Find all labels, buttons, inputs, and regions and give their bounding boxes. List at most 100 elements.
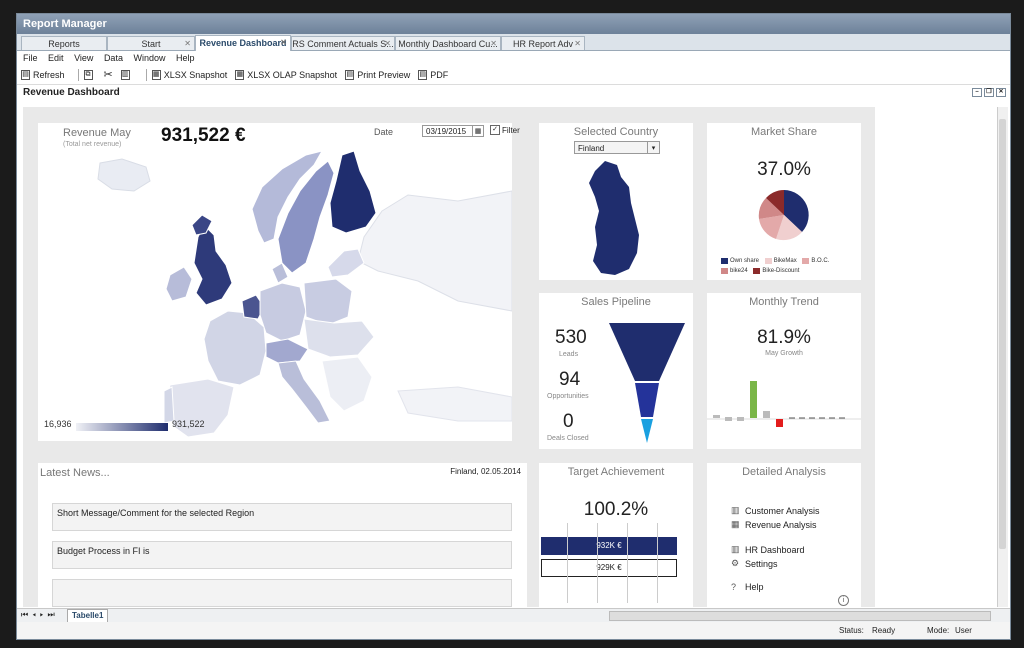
map-region-france[interactable]	[203, 310, 267, 386]
funnel-leads[interactable]	[609, 323, 685, 381]
map-region-poland[interactable]	[303, 278, 353, 326]
close-icon[interactable]: ✕	[996, 88, 1006, 97]
close-icon[interactable]: ✕	[280, 38, 287, 47]
xlsx-snapshot-button[interactable]: ▦ XLSX Snapshot	[151, 70, 228, 80]
pie-slice-own-share[interactable]	[784, 190, 809, 232]
news-item[interactable]: Short Message/Comment for the selected R…	[52, 503, 512, 531]
revenue-panel: Revenue May (Total net revenue) 931,522 …	[38, 123, 520, 441]
date-field[interactable]: 03/19/2015 ▦	[422, 125, 484, 137]
link-customer-analysis[interactable]: ▥ Customer Analysis	[731, 505, 820, 516]
country-map[interactable]	[539, 157, 693, 277]
tab-reports[interactable]: Reports	[21, 36, 107, 50]
mode-label: Mode:	[927, 626, 950, 635]
link-settings[interactable]: ⚙ Settings	[731, 558, 778, 569]
legend-item-bikemax: BikeMax	[764, 257, 797, 265]
target-title: Target Achievement	[567, 466, 665, 478]
scroll-thumb[interactable]	[999, 119, 1006, 549]
legend-item-boc: B.O.C.	[802, 257, 829, 265]
link-hr-dashboard[interactable]: ▥ HR Dashboard	[731, 544, 805, 555]
map-region-norway[interactable]	[251, 151, 323, 244]
market-share-title: Market Share	[750, 126, 818, 138]
close-icon[interactable]: ✕	[184, 39, 191, 48]
menu-help[interactable]: Help	[176, 53, 195, 63]
tab-hr-report[interactable]: HR Report Adv ✕	[501, 36, 585, 50]
refresh-icon: ▤	[21, 70, 30, 80]
restore-icon[interactable]: ❐	[984, 88, 994, 97]
market-share-legend: Own share BikeMax B.O.C. bike24 Bike-Dis…	[721, 257, 861, 277]
close-icon[interactable]: ✕	[384, 39, 391, 48]
pie-slice-bike-discount[interactable]	[766, 190, 784, 215]
minimize-icon[interactable]: –	[972, 88, 982, 97]
pie-slice-bike24[interactable]	[758, 198, 784, 219]
sheet-bar: ⏮◂▸⏭ Tabelle1	[17, 608, 1010, 623]
bar-chart-icon: ▥	[731, 505, 740, 515]
target-bar[interactable]: 929K €	[541, 559, 677, 577]
map-region-finland[interactable]	[329, 151, 377, 234]
paste-button[interactable]: ▥	[120, 70, 133, 80]
olap-icon: ▦	[235, 70, 245, 80]
tab-monthly-dashboard[interactable]: Monthly Dashboard Cu... ✕	[395, 36, 501, 50]
bar-chart-icon: ▥	[731, 544, 740, 554]
map-region-sweden[interactable]	[277, 160, 335, 274]
tab-revenue-dashboard[interactable]: Revenue Dashboard ✕	[195, 35, 291, 51]
europe-map[interactable]	[38, 151, 512, 441]
info-icon[interactable]: i	[838, 595, 849, 606]
market-share-pie[interactable]	[707, 185, 861, 245]
tab-rs-comment[interactable]: RS Comment Actuals S... ✕	[291, 36, 395, 50]
menu-data[interactable]: Data	[103, 53, 123, 63]
copy-button[interactable]: ⧉	[83, 70, 96, 80]
funnel-deals[interactable]	[641, 419, 653, 443]
pie-slice-boc[interactable]	[759, 215, 784, 239]
menu-file[interactable]: File	[23, 53, 38, 63]
detailed-analysis-panel: Detailed Analysis ▥ Customer Analysis ▦ Re…	[707, 463, 861, 607]
map-region-ireland[interactable]	[165, 266, 193, 302]
pdf-button[interactable]: ▤ PDF	[418, 70, 449, 80]
map-region-uk[interactable]	[193, 224, 233, 306]
print-preview-button[interactable]: ▤ Print Preview	[345, 70, 411, 80]
country-dropdown[interactable]: Finland ▾	[574, 141, 660, 154]
dashboard-canvas: Revenue May (Total net revenue) 931,522 …	[23, 107, 996, 607]
funnel-opportunities[interactable]	[635, 383, 659, 417]
news-item[interactable]	[52, 579, 512, 607]
chevron-down-icon[interactable]: ▾	[647, 142, 659, 153]
pipeline-funnel[interactable]	[607, 321, 687, 446]
sheet-nav-icons[interactable]: ⏮◂▸⏭	[21, 610, 59, 619]
status-bar: Status: Ready Mode: User	[17, 622, 1010, 639]
pie-slice-bikemax[interactable]	[776, 215, 802, 241]
link-revenue-analysis[interactable]: ▦ Revenue Analysis	[731, 519, 817, 530]
menu-bar: File Edit View Data Window Help	[17, 51, 1010, 66]
map-region-germany[interactable]	[259, 282, 307, 342]
cut-button[interactable]: ✂	[104, 66, 113, 84]
target-panel: Target Achievement 100.2% 932K € 929K €	[539, 463, 693, 607]
vertical-scrollbar[interactable]	[997, 107, 1008, 607]
news-title: Latest News...	[40, 467, 110, 479]
menu-view[interactable]: View	[74, 53, 94, 63]
filter-checkbox[interactable]: ✓ Filter	[490, 125, 520, 135]
link-help[interactable]: ? Help	[731, 582, 764, 592]
checkbox-icon: ✓	[490, 125, 500, 135]
revenue-subtitle: (Total net revenue)	[63, 141, 122, 148]
close-icon[interactable]: ✕	[490, 39, 497, 48]
menu-window[interactable]: Window	[133, 53, 166, 63]
news-panel: Latest News... Finland, 02.05.2014 Short…	[38, 463, 527, 607]
canvas-blank-area	[875, 107, 996, 607]
xlsx-olap-button[interactable]: ▦ XLSX OLAP Snapshot	[235, 70, 338, 80]
news-date: Finland, 02.05.2014	[450, 467, 521, 476]
actual-bar[interactable]: 932K €	[541, 537, 677, 555]
horizontal-scrollbar[interactable]	[609, 611, 991, 621]
scissors-icon: ✂	[103, 69, 113, 81]
legend-item-own-share: Own share	[721, 257, 759, 265]
tab-start[interactable]: Start ✕	[107, 36, 195, 50]
status-label: Status:	[839, 626, 864, 635]
menu-edit[interactable]: Edit	[48, 53, 64, 63]
market-share-panel: Market Share 37.0% Own share BikeMax B.O…	[707, 123, 861, 280]
news-item[interactable]: Budget Process in FI is	[52, 541, 512, 569]
sheet-tab[interactable]: Tabelle1	[67, 609, 109, 623]
refresh-button[interactable]: ▤ Refresh	[21, 70, 65, 80]
calendar-icon[interactable]: ▦	[472, 126, 483, 136]
close-icon[interactable]: ✕	[574, 39, 581, 48]
monthly-trend-chart[interactable]	[707, 373, 861, 433]
legend-item-bike24: bike24	[721, 267, 748, 275]
map-region-italy[interactable]	[277, 360, 331, 424]
spreadsheet-icon: ▦	[151, 70, 161, 80]
